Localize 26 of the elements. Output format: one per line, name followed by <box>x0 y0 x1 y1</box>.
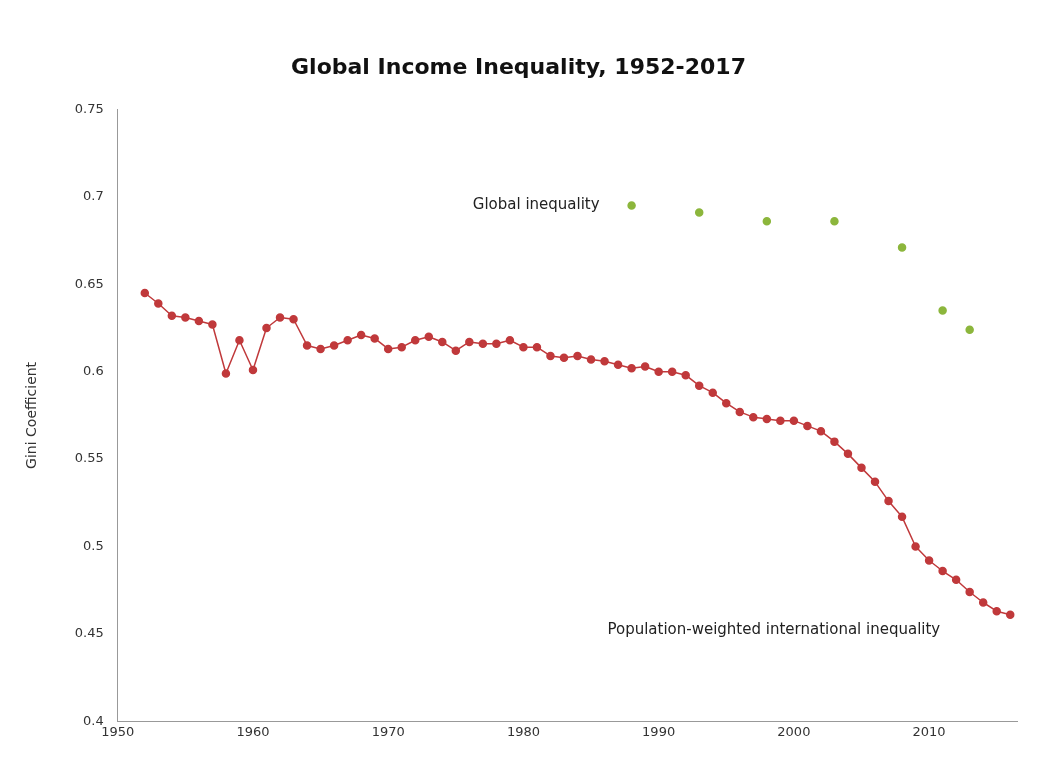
y-tick-label: 0.6 <box>83 363 104 379</box>
point <box>762 217 772 226</box>
point <box>938 306 947 315</box>
series-label: Global inequality <box>472 195 600 214</box>
y-tick-label: 0.75 <box>74 100 104 116</box>
point <box>694 208 704 217</box>
x-tick-label: 1980 <box>506 723 540 739</box>
x-tick-label: 2000 <box>777 723 811 739</box>
y-tick-label: 0.55 <box>74 450 104 466</box>
text: Population-weighted international inequality <box>607 619 941 638</box>
x-tick-label: 2010 <box>912 723 946 739</box>
y-tick-label: 0.4 <box>83 712 104 728</box>
x-tick-label: 1960 <box>236 723 270 739</box>
y-axis-title: Gini Coefficient <box>23 361 40 469</box>
point <box>830 217 839 226</box>
point <box>897 243 907 252</box>
chart-title: Global Income Inequality, 1952-2017 <box>291 53 746 79</box>
x-tick-label: 1970 <box>371 723 405 739</box>
y-tick-label: 0.5 <box>83 537 104 553</box>
point <box>965 325 974 334</box>
y-tick-label: 0.7 <box>83 188 104 204</box>
x-tick-label: 1990 <box>642 723 676 739</box>
y-tick-label: 0.65 <box>74 275 104 291</box>
y-tick-label: 0.45 <box>74 625 104 641</box>
x-tick-label: 1950 <box>101 723 135 739</box>
point <box>627 201 636 210</box>
